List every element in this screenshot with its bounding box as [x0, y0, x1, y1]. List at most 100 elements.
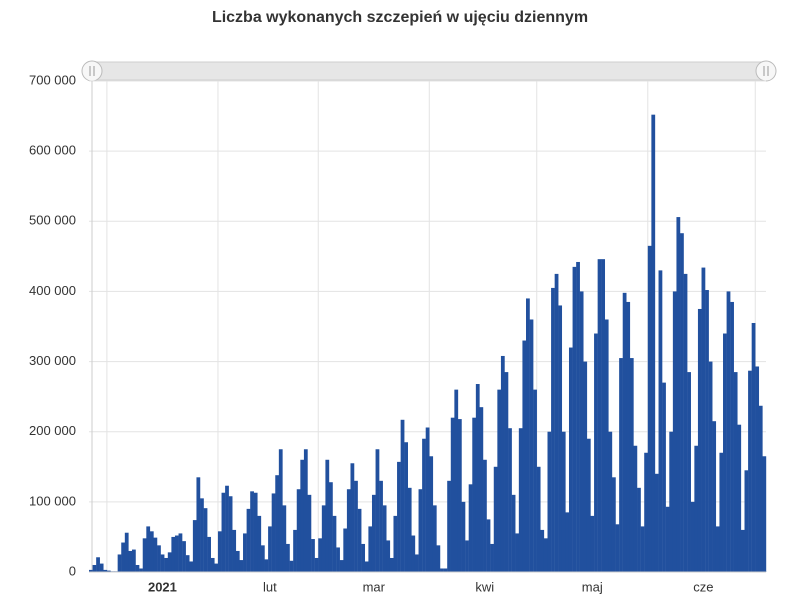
bar — [282, 505, 287, 572]
bar — [232, 529, 237, 572]
bar — [680, 233, 684, 572]
bar — [293, 529, 297, 572]
bar — [379, 480, 383, 572]
bar — [654, 473, 659, 572]
bar — [744, 470, 749, 572]
bar — [89, 569, 93, 572]
y-tick-label: 200 000 — [29, 423, 76, 438]
bar — [382, 505, 387, 572]
bar — [493, 466, 498, 572]
bar — [708, 361, 713, 572]
bar — [182, 541, 186, 572]
bar — [547, 431, 552, 572]
bar — [375, 449, 380, 572]
bar — [533, 389, 537, 572]
bar — [658, 270, 663, 572]
bar — [149, 531, 154, 572]
bar — [307, 494, 312, 572]
bar — [611, 477, 616, 572]
bar — [676, 217, 681, 572]
bar — [92, 564, 97, 572]
bar — [472, 417, 477, 572]
bar — [357, 508, 362, 572]
bar — [178, 533, 183, 572]
bar — [551, 287, 555, 572]
x-tick-label: 2021 — [148, 579, 177, 594]
bar — [662, 382, 666, 572]
bar — [264, 559, 269, 572]
bar — [311, 539, 315, 572]
bar — [386, 540, 391, 572]
bar — [314, 557, 319, 572]
bar — [576, 261, 580, 572]
bar — [730, 301, 734, 572]
bar — [207, 536, 211, 572]
bar — [250, 491, 254, 572]
bar — [325, 459, 330, 572]
bar — [371, 494, 376, 572]
bar — [135, 564, 140, 572]
bar — [260, 545, 265, 572]
bar — [518, 428, 523, 572]
bar — [461, 501, 466, 572]
bar — [160, 554, 165, 572]
bar — [440, 568, 444, 572]
navigator-scrollbar[interactable] — [91, 61, 767, 81]
bar — [400, 419, 405, 572]
bar — [475, 384, 480, 572]
bar — [407, 487, 412, 572]
bar — [364, 561, 369, 572]
bar — [257, 515, 262, 572]
bar — [103, 569, 108, 572]
bar — [200, 498, 204, 572]
bar — [432, 505, 437, 572]
bar — [346, 489, 351, 572]
bar — [339, 560, 344, 572]
bar — [701, 267, 706, 572]
bar — [705, 290, 709, 572]
bar — [726, 291, 731, 572]
bar — [171, 536, 176, 572]
bar — [157, 545, 161, 572]
bar — [300, 459, 305, 572]
bar — [411, 535, 416, 572]
bar — [683, 273, 688, 572]
bar — [235, 550, 240, 572]
bar — [540, 529, 545, 572]
bar — [572, 266, 577, 572]
bar — [289, 560, 294, 572]
bar — [414, 554, 419, 572]
navigator-handle-left[interactable] — [81, 60, 103, 82]
bar — [733, 372, 738, 572]
bar — [586, 438, 591, 572]
bar — [167, 552, 172, 572]
bar — [637, 487, 641, 572]
bar — [479, 407, 484, 572]
bar — [536, 466, 541, 572]
bar — [583, 361, 588, 572]
bar — [755, 366, 760, 572]
bar — [748, 370, 752, 572]
bar — [425, 427, 430, 572]
bar — [526, 298, 530, 572]
y-tick-label: 500 000 — [29, 213, 76, 228]
bar — [457, 419, 462, 572]
bar — [497, 389, 502, 572]
bar — [522, 340, 527, 572]
bar — [354, 480, 358, 572]
bar — [328, 482, 333, 572]
bar — [393, 515, 398, 572]
bar — [594, 333, 598, 572]
bar — [490, 543, 494, 572]
bar — [246, 508, 251, 572]
bar — [665, 506, 670, 572]
bar — [590, 515, 595, 572]
y-tick-label: 100 000 — [29, 493, 76, 508]
bar — [758, 405, 763, 572]
x-tick-label: mar — [363, 579, 386, 594]
bar — [253, 492, 258, 572]
bar — [608, 431, 613, 572]
navigator-handle-right[interactable] — [755, 60, 777, 82]
bar — [185, 555, 190, 572]
bar — [715, 526, 720, 572]
